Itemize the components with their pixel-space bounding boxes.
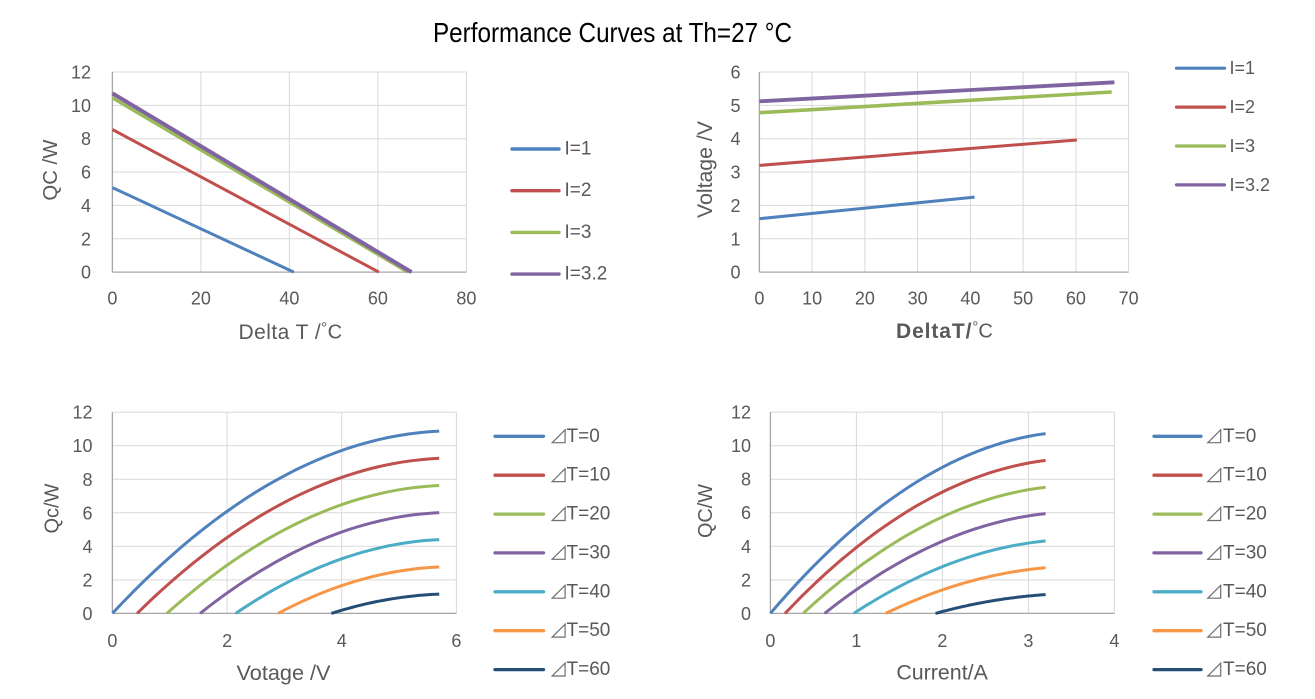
svg-text:T=20: T=20 bbox=[567, 504, 611, 525]
svg-text:0: 0 bbox=[81, 263, 91, 283]
svg-text:T=60: T=60 bbox=[567, 659, 611, 680]
svg-text:10: 10 bbox=[802, 289, 822, 309]
svg-text:4: 4 bbox=[1109, 631, 1119, 651]
svg-text:T=40: T=40 bbox=[567, 581, 611, 602]
svg-text:DeltaT/°C: DeltaT/°C bbox=[896, 318, 994, 343]
svg-text:2: 2 bbox=[81, 229, 91, 249]
svg-text:12: 12 bbox=[72, 403, 92, 423]
svg-text:I=1: I=1 bbox=[1230, 58, 1256, 78]
svg-text:20: 20 bbox=[855, 289, 875, 309]
svg-text:6: 6 bbox=[730, 63, 740, 83]
svg-text:6: 6 bbox=[81, 163, 91, 183]
svg-text:I=3: I=3 bbox=[565, 222, 592, 243]
svg-text:2: 2 bbox=[82, 570, 92, 590]
svg-text:4: 4 bbox=[730, 129, 740, 149]
svg-text:6: 6 bbox=[82, 503, 92, 523]
svg-text:3: 3 bbox=[730, 163, 740, 183]
svg-text:0: 0 bbox=[107, 289, 117, 309]
svg-text:40: 40 bbox=[960, 289, 980, 309]
svg-text:T=30: T=30 bbox=[567, 542, 611, 563]
svg-text:80: 80 bbox=[456, 289, 476, 309]
svg-text:2: 2 bbox=[222, 631, 232, 651]
svg-text:QC/W: QC/W bbox=[695, 484, 717, 538]
svg-text:0: 0 bbox=[765, 631, 775, 651]
svg-text:T=20: T=20 bbox=[1223, 504, 1267, 525]
svg-text:30: 30 bbox=[908, 289, 928, 309]
svg-text:Current/A: Current/A bbox=[896, 662, 988, 685]
svg-text:3: 3 bbox=[1023, 631, 1033, 651]
svg-text:0: 0 bbox=[741, 604, 751, 624]
svg-text:T=30: T=30 bbox=[1223, 542, 1267, 563]
svg-text:60: 60 bbox=[1066, 289, 1086, 309]
svg-text:2: 2 bbox=[741, 570, 751, 590]
svg-text:Performance Curves at Th=27 °C: Performance Curves at Th=27 °C bbox=[433, 17, 792, 48]
svg-text:0: 0 bbox=[730, 263, 740, 283]
svg-text:Delta T /°C: Delta T /°C bbox=[239, 319, 343, 344]
svg-text:T=60: T=60 bbox=[1223, 659, 1267, 680]
svg-text:8: 8 bbox=[741, 470, 751, 490]
svg-text:8: 8 bbox=[82, 470, 92, 490]
svg-text:2: 2 bbox=[730, 196, 740, 216]
svg-text:10: 10 bbox=[731, 436, 751, 456]
svg-text:8: 8 bbox=[81, 129, 91, 149]
svg-text:1: 1 bbox=[851, 631, 861, 651]
svg-text:I=2: I=2 bbox=[1230, 97, 1256, 117]
svg-text:20: 20 bbox=[191, 289, 211, 309]
svg-text:0: 0 bbox=[82, 604, 92, 624]
svg-text:I=3.2: I=3.2 bbox=[1230, 175, 1271, 195]
svg-text:10: 10 bbox=[71, 96, 91, 116]
svg-text:T=40: T=40 bbox=[1223, 581, 1267, 602]
svg-text:4: 4 bbox=[81, 196, 91, 216]
svg-text:10: 10 bbox=[72, 436, 92, 456]
svg-text:12: 12 bbox=[71, 63, 91, 83]
svg-text:I=3: I=3 bbox=[1230, 136, 1256, 156]
svg-text:I=2: I=2 bbox=[565, 180, 592, 201]
svg-text:2: 2 bbox=[937, 631, 947, 651]
svg-text:60: 60 bbox=[368, 289, 388, 309]
svg-text:T=0: T=0 bbox=[567, 426, 600, 447]
svg-text:Voltage /V: Voltage /V bbox=[694, 121, 717, 218]
svg-text:T=10: T=10 bbox=[1223, 465, 1267, 486]
svg-text:0: 0 bbox=[754, 289, 764, 309]
svg-text:40: 40 bbox=[279, 289, 299, 309]
svg-text:12: 12 bbox=[731, 403, 751, 423]
svg-text:6: 6 bbox=[451, 631, 461, 651]
svg-text:T=0: T=0 bbox=[1223, 426, 1256, 447]
svg-text:0: 0 bbox=[107, 631, 117, 651]
svg-text:I=1: I=1 bbox=[565, 139, 592, 160]
svg-text:T=50: T=50 bbox=[1223, 620, 1267, 641]
svg-text:I=3.2: I=3.2 bbox=[565, 264, 608, 285]
svg-text:5: 5 bbox=[730, 96, 740, 116]
svg-text:T=50: T=50 bbox=[567, 620, 611, 641]
svg-text:50: 50 bbox=[1013, 289, 1033, 309]
svg-text:Qc/W: Qc/W bbox=[42, 483, 64, 533]
svg-text:4: 4 bbox=[337, 631, 347, 651]
svg-text:QC /W: QC /W bbox=[40, 139, 62, 200]
svg-text:4: 4 bbox=[82, 537, 92, 557]
svg-text:Votage /V: Votage /V bbox=[237, 662, 331, 685]
svg-text:4: 4 bbox=[741, 537, 751, 557]
svg-text:70: 70 bbox=[1119, 289, 1139, 309]
svg-text:T=10: T=10 bbox=[567, 465, 611, 486]
svg-text:6: 6 bbox=[741, 503, 751, 523]
svg-text:1: 1 bbox=[730, 229, 740, 249]
